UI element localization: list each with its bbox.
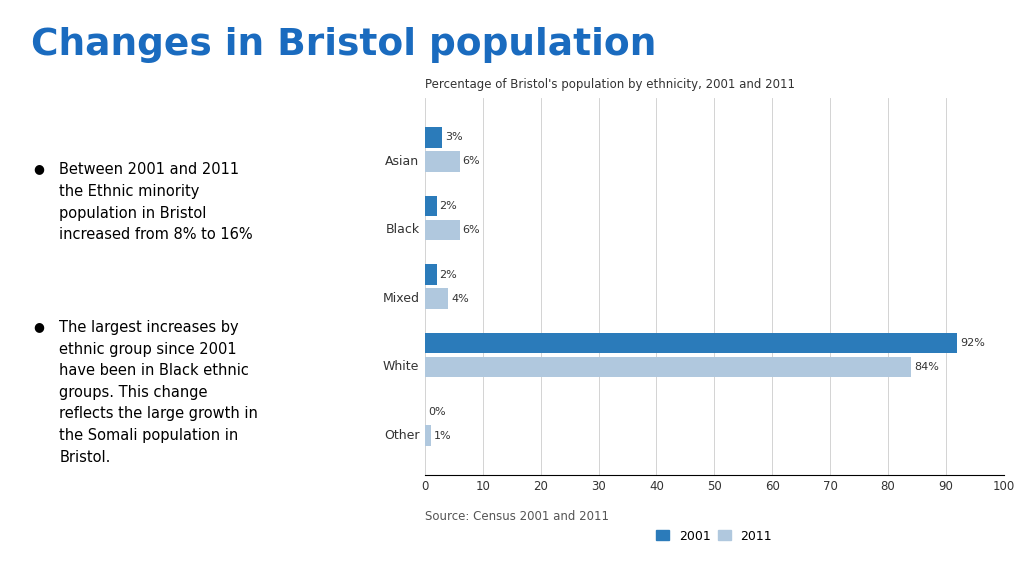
Bar [425,127,442,147]
Text: 2%: 2% [439,201,457,211]
Bar [425,264,436,285]
Bar [425,333,957,354]
Text: 6%: 6% [463,225,480,235]
Text: Race Disparity Unit: Race Disparity Unit [18,543,223,562]
Text: 2%: 2% [439,270,457,279]
Bar [425,357,911,377]
Bar [425,288,449,309]
Text: The largest increases by
ethnic group since 2001
have been in Black ethnic
group: The largest increases by ethnic group si… [59,320,258,464]
Text: ethnicity-facts-and-figures.service.gov.uk: ethnicity-facts-and-figures.service.gov.… [618,543,1006,562]
Text: Between 2001 and 2011
the Ethnic minority
population in Bristol
increased from 8: Between 2001 and 2011 the Ethnic minorit… [59,162,253,242]
Bar [425,151,460,172]
Text: Source: Census 2001 and 2011: Source: Census 2001 and 2011 [425,510,609,523]
Text: 84%: 84% [913,362,939,372]
Text: Percentage of Bristol's population by ethnicity, 2001 and 2011: Percentage of Bristol's population by et… [425,78,795,91]
Bar [425,426,431,446]
Text: 92%: 92% [961,338,985,348]
Text: 0%: 0% [428,407,445,417]
Text: 1%: 1% [433,431,452,441]
Text: ●: ● [33,162,44,175]
Text: ●: ● [33,320,44,333]
Text: 6%: 6% [463,156,480,166]
Text: Changes in Bristol population: Changes in Bristol population [31,26,656,63]
Text: 4%: 4% [451,294,469,304]
Bar [425,219,460,240]
Text: 3%: 3% [445,132,463,142]
Legend: 2001, 2011: 2001, 2011 [656,529,772,543]
Bar [425,196,436,216]
